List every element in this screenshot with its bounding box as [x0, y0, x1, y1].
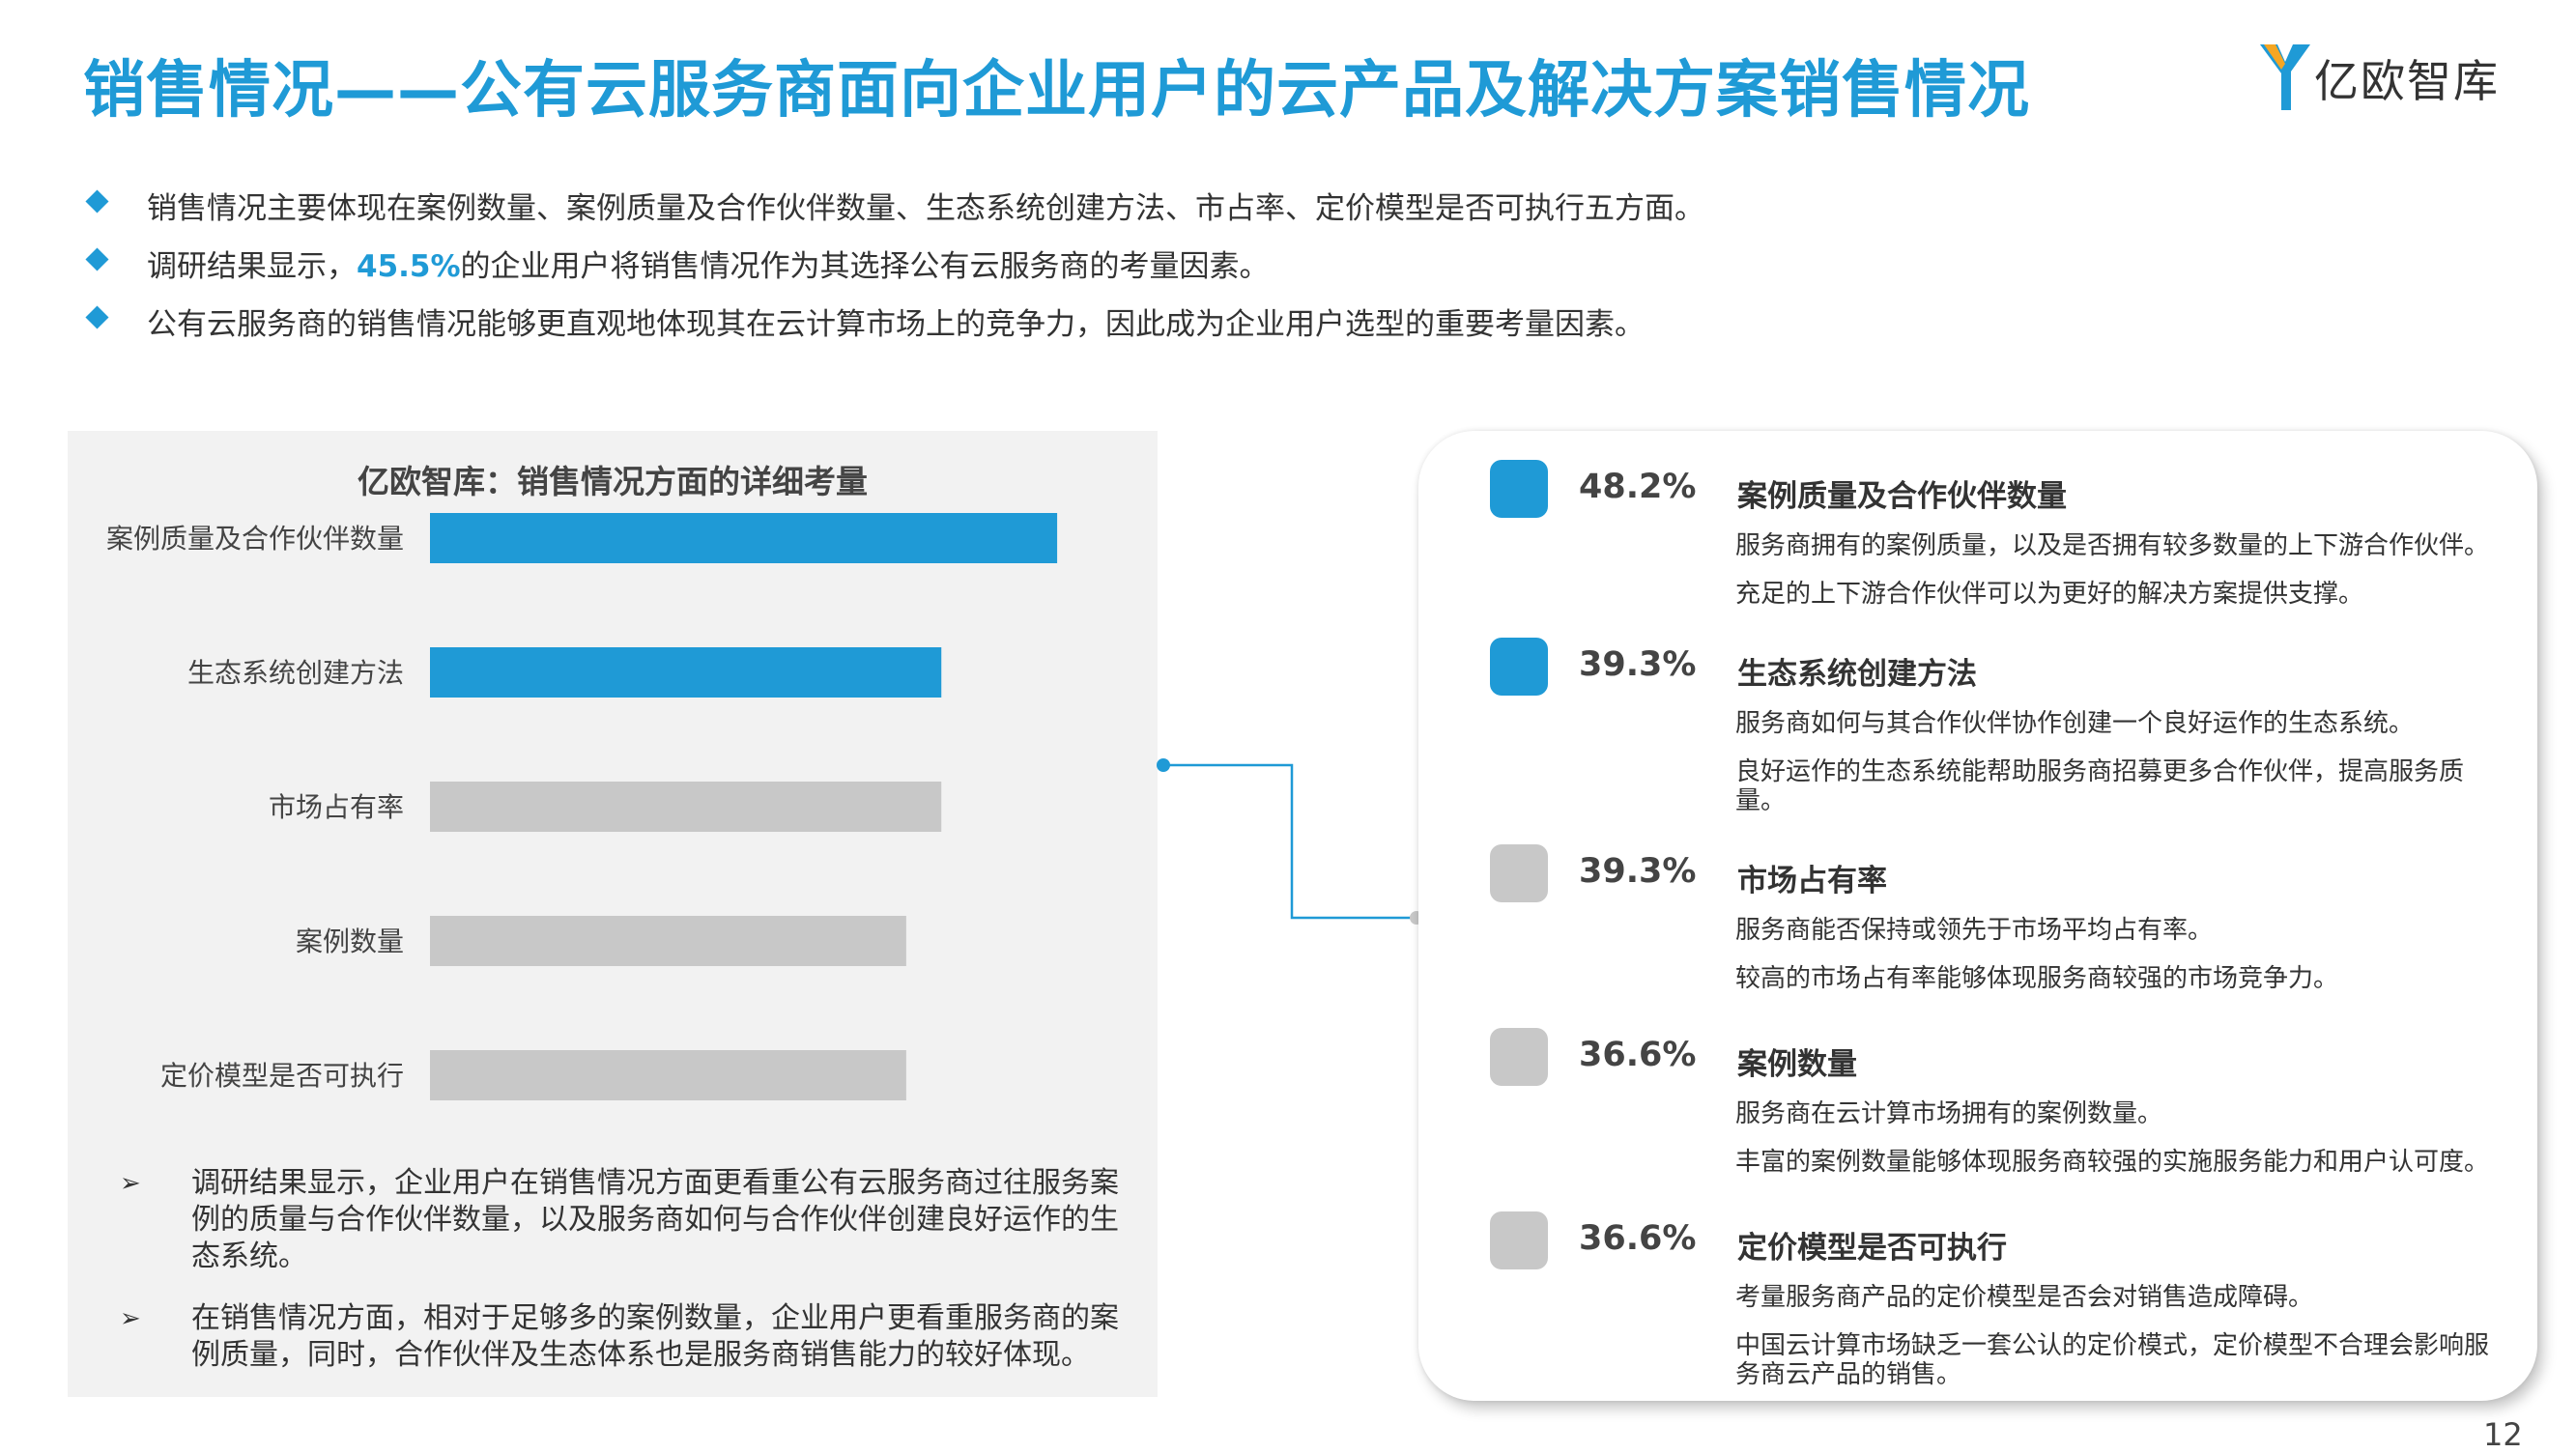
bar [430, 1050, 906, 1100]
detail-desc-secondary: 丰富的案例数量能够体现服务商较强的实施服务能力和用户认可度。 [1735, 1148, 2490, 1177]
detail-desc-primary: 服务商在云计算市场拥有的案例数量。 [1735, 1099, 2163, 1128]
detail-desc-primary: 服务商拥有的案例质量，以及是否拥有较多数量的上下游合作伙伴。 [1735, 531, 2490, 560]
arrow-bullet-icon: ➢ [120, 1304, 141, 1333]
bar [430, 647, 942, 698]
diamond-bullet-icon [85, 305, 109, 329]
note-text: 调研结果显示，企业用户在销售情况方面更看重公有云服务商过往服务案例的质量与合作伙… [191, 1166, 1119, 1273]
logo-mark-icon [2260, 44, 2310, 110]
diamond-bullet-icon [85, 189, 109, 214]
detail-desc-primary: 服务商能否保持或领先于市场平均占有率。 [1735, 916, 2214, 945]
chart-title: 亿欧智库：销售情况方面的详细考量 [358, 463, 868, 500]
category-label: 案例质量及合作伙伴数量 [106, 523, 404, 555]
detail-percentage: 36.6% [1579, 1219, 1697, 1258]
color-square-icon [1490, 1211, 1548, 1269]
detail-desc-secondary: 较高的市场占有率能够体现服务商较强的市场竞争力。 [1735, 964, 2339, 993]
detail-desc-secondary: 中国云计算市场缺乏一套公认的定价模式，定价模型不合理会影响服务商云产品的销售。 [1735, 1331, 2490, 1389]
diamond-bullet-icon [85, 247, 109, 271]
highlight-percentage: 45.5% [357, 249, 461, 284]
detail-name: 生态系统创建方法 [1737, 657, 1977, 692]
detail-name: 定价模型是否可执行 [1737, 1231, 2007, 1266]
category-label: 定价模型是否可执行 [160, 1060, 404, 1092]
detail-percentage: 39.3% [1579, 852, 1697, 891]
category-label: 市场占有率 [269, 791, 404, 823]
detail-percentage: 39.3% [1579, 645, 1697, 684]
detail-percentage: 36.6% [1579, 1036, 1697, 1074]
color-square-icon [1490, 1028, 1548, 1086]
page-number: 12 [2483, 1416, 2523, 1453]
detail-desc-primary: 考量服务商产品的定价模型是否会对销售造成障碍。 [1735, 1283, 2314, 1312]
findings-notes: ➢ 调研结果显示，企业用户在销售情况方面更看重公有云服务商过往服务案例的质量与合… [97, 1165, 1140, 1399]
detail-name: 案例数量 [1737, 1047, 1857, 1082]
bullet-text: 调研结果显示，45.5%的企业用户将销售情况作为其选择公有云服务商的考量因素。 [147, 242, 1270, 285]
detail-desc-primary: 服务商如何与其合作伙伴协作创建一个良好运作的生态系统。 [1735, 709, 2415, 738]
arrow-bullet-icon: ➢ [120, 1169, 141, 1198]
note-item: ➢ 调研结果显示，企业用户在销售情况方面更看重公有云服务商过往服务案例的质量与合… [97, 1165, 1140, 1275]
logo-text: 亿欧智库 [2314, 55, 2500, 107]
bar [430, 513, 1058, 563]
color-square-icon [1490, 460, 1548, 518]
bullet-text: 公有云服务商的销售情况能够更直观地体现其在云计算市场上的竞争力，因此成为企业用户… [147, 307, 1645, 342]
detail-name: 案例质量及合作伙伴数量 [1737, 479, 2067, 514]
category-label: 案例数量 [296, 926, 404, 957]
detail-card: 48.2% 案例质量及合作伙伴数量 服务商拥有的案例质量，以及是否拥有较多数量的… [1418, 431, 2537, 1401]
detail-desc-secondary: 良好运作的生态系统能帮助服务商招募更多合作伙伴，提高服务质量。 [1735, 757, 2465, 815]
bullet-text: 销售情况主要体现在案例数量、案例质量及合作伙伴数量、生态系统创建方法、市占率、定… [147, 191, 1704, 226]
chart-panel: 亿欧智库：销售情况方面的详细考量 案例质量及合作伙伴数量生态系统创建方法市场占有… [68, 431, 1158, 1397]
color-square-icon [1490, 638, 1548, 696]
note-text: 在销售情况方面，相对于足够多的案例数量，企业用户更看重服务商的案例质量，同时，合… [191, 1301, 1119, 1372]
brand-logo: 亿欧智库 [2256, 39, 2532, 116]
bar [430, 782, 942, 832]
page-title: 销售情况——公有云服务商面向企业用户的云产品及解决方案销售情况 [83, 55, 2030, 127]
detail-desc-secondary: 充足的上下游合作伙伴可以为更好的解决方案提供支撑。 [1735, 580, 2364, 609]
color-square-icon [1490, 844, 1548, 902]
category-label: 生态系统创建方法 [187, 657, 404, 689]
bullet-text-post: 的企业用户将销售情况作为其选择公有云服务商的考量因素。 [460, 249, 1270, 284]
bar [430, 916, 906, 966]
bullet-text-pre: 调研结果显示， [147, 249, 357, 284]
detail-name: 市场占有率 [1737, 864, 1887, 898]
note-item: ➢ 在销售情况方面，相对于足够多的案例数量，企业用户更看重服务商的案例质量，同时… [97, 1300, 1140, 1374]
detail-percentage: 48.2% [1579, 468, 1697, 506]
